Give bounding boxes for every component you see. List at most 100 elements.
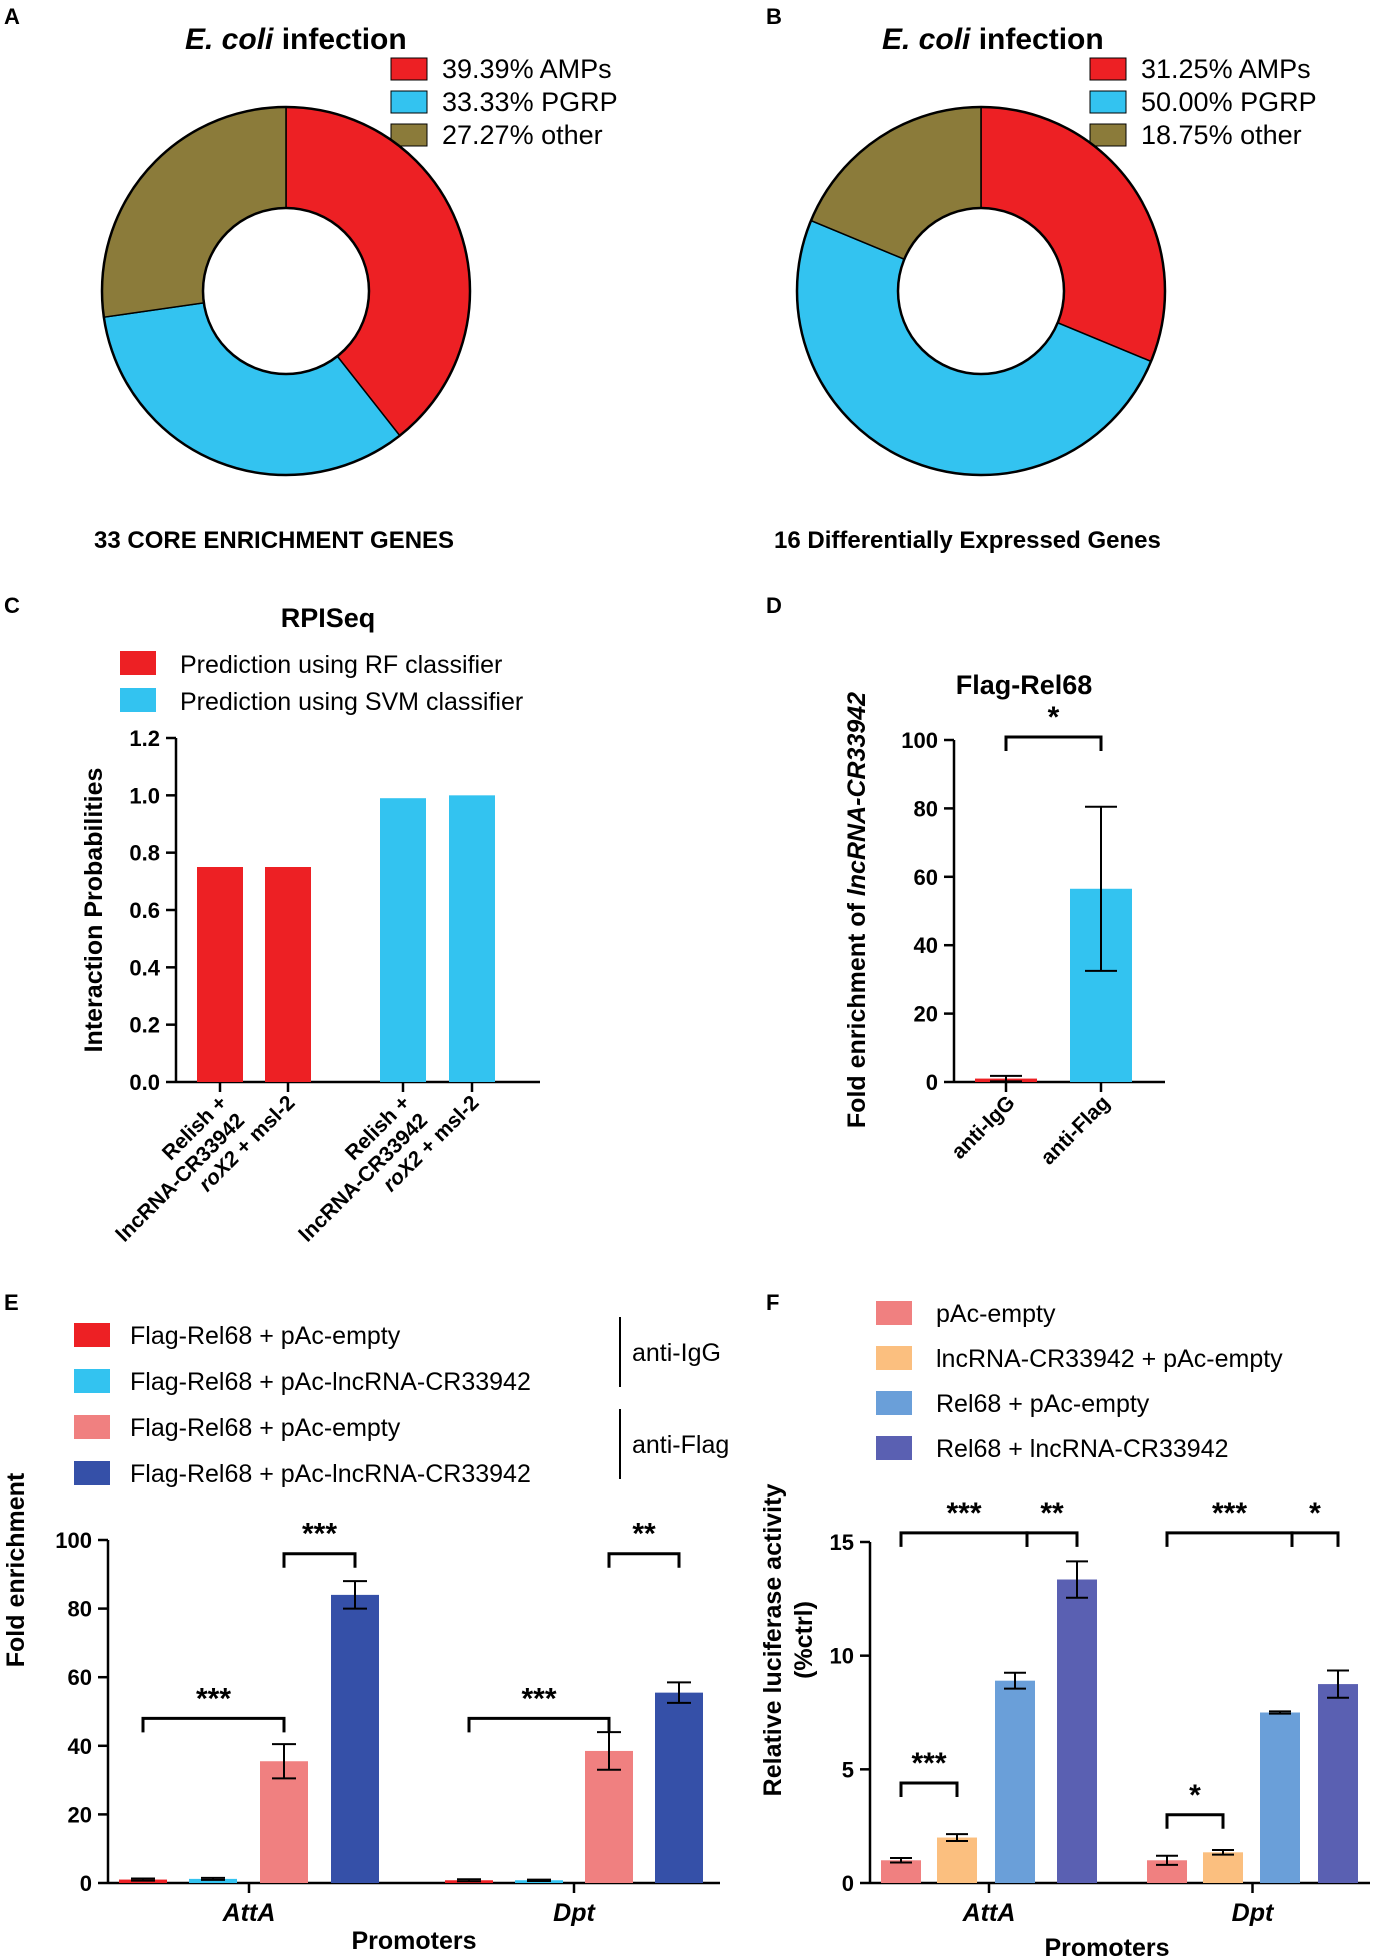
panel-a-caption: 33 CORE ENRICHMENT GENES	[94, 527, 454, 554]
x-tick-label: anti-IgG	[947, 1091, 1019, 1163]
significance-label: *	[1189, 1779, 1201, 1812]
bar	[1203, 1852, 1243, 1883]
bar	[380, 798, 426, 1082]
significance-bracket	[1290, 1531, 1340, 1547]
panel-e-ylabel: Fold enrichment	[2, 1472, 30, 1667]
legend-swatch	[74, 1369, 110, 1393]
bar	[265, 867, 311, 1082]
y-tick-label: 20	[68, 1802, 92, 1827]
legend-label: Flag-Rel68 + pAc-lncRNA-CR33942	[130, 1460, 531, 1488]
bar	[449, 795, 495, 1082]
y-tick-label: 40	[68, 1734, 92, 1759]
legend-swatch	[876, 1436, 912, 1460]
y-tick-label: 80	[68, 1597, 92, 1622]
y-tick-label: 0.0	[129, 1070, 160, 1095]
bar	[1147, 1860, 1187, 1883]
panel-d-ylabel: Fold enrichment of lncRNA-CR33942	[843, 692, 871, 1128]
significance-label: ***	[946, 1497, 981, 1530]
panel-a-donut	[100, 105, 472, 477]
significance-bracket	[899, 1531, 1029, 1547]
legend-label-pgrp: 50.00% PGRP	[1141, 87, 1317, 117]
bar	[655, 1692, 703, 1883]
y-tick-label: 100	[901, 728, 938, 753]
panel-c-bars	[197, 795, 495, 1082]
legend-swatch-other	[1089, 123, 1127, 147]
panel-f-bars	[881, 1560, 1358, 1883]
legend-swatch-pgrp	[390, 90, 428, 114]
x-category-label: AttA	[962, 1899, 1016, 1927]
y-tick-label: 80	[914, 796, 938, 821]
panel-letter-B: B	[766, 4, 782, 29]
legend-label: Rel68 + pAc-empty	[936, 1390, 1150, 1418]
significance-bracket	[141, 1716, 286, 1733]
significance-label: ***	[911, 1747, 946, 1780]
panel-f-xlabel: Promoters	[1044, 1934, 1169, 1959]
significance-label: ***	[1212, 1497, 1247, 1530]
panel-e-bars	[119, 1580, 703, 1883]
panel-d-bars: *	[975, 701, 1132, 1083]
panel-letter-D: D	[766, 593, 782, 618]
x-tick-label: anti-Flag	[1036, 1091, 1114, 1169]
significance-label: ***	[302, 1518, 337, 1551]
significance-label: *	[1309, 1497, 1321, 1530]
bar	[197, 867, 243, 1082]
significance-bracket	[607, 1552, 681, 1568]
y-tick-label: 15	[830, 1530, 854, 1555]
y-tick-label: 0.4	[129, 955, 160, 980]
legend-swatch	[876, 1391, 912, 1415]
bar	[585, 1750, 633, 1883]
panel-f-ylabel-line1: Relative luciferase activity	[759, 1484, 787, 1797]
legend-label: lncRNA-CR33942 + pAc-empty	[936, 1345, 1283, 1373]
y-tick-label: 40	[914, 933, 938, 958]
legend-label: Prediction using SVM classifier	[180, 688, 523, 716]
panel-f-ylabel-line2: (%ctrl)	[790, 1601, 818, 1679]
x-category-label: Dpt	[553, 1899, 596, 1927]
legend-label: Prediction using RF classifier	[180, 651, 502, 679]
panel-d-title: Flag-Rel68	[956, 670, 1093, 700]
y-tick-label: 0	[842, 1871, 854, 1896]
significance-bracket	[899, 1781, 959, 1797]
panel-a-title: E. coli infection	[185, 23, 407, 56]
legend-label: Rel68 + lncRNA-CR33942	[936, 1435, 1229, 1463]
legend-swatch	[74, 1461, 110, 1485]
panel-b-caption: 16 Differentially Expressed Genes	[774, 527, 1161, 554]
legend-label-other: 18.75% other	[1141, 120, 1302, 150]
panel-d: Flag-Rel68 0 20 40 60 80 100 * anti-IgG anti-F…	[843, 670, 1165, 1169]
legend-group-label: anti-IgG	[632, 1339, 721, 1367]
panel-letter-C: C	[4, 593, 20, 618]
y-tick-label: 10	[830, 1644, 854, 1669]
legend-swatch	[120, 651, 156, 675]
donut-hole	[896, 206, 1066, 376]
panel-e-legend: Flag-Rel68 + pAc-empty Flag-Rel68 + pAc-l…	[74, 1317, 729, 1488]
significance-label: **	[1040, 1497, 1064, 1530]
y-tick-label: 0.6	[129, 898, 160, 923]
bar	[937, 1837, 977, 1883]
legend-swatch-amps	[390, 57, 428, 81]
legend-swatch	[74, 1323, 110, 1347]
y-tick-label: 60	[68, 1665, 92, 1690]
y-tick-label: 60	[914, 865, 938, 890]
legend-label: pAc-empty	[936, 1300, 1056, 1328]
panel-b-title: E. coli infection	[882, 23, 1104, 56]
y-tick-label: 1.0	[129, 783, 160, 808]
panel-c-legend: Prediction using RF classifier Prediction…	[120, 651, 523, 716]
significance-bracket	[1004, 735, 1103, 751]
significance-label: *	[1048, 701, 1060, 734]
panel-c-axes: 0.0 0.2 0.4 0.6 0.8 1.0 1.2	[129, 726, 540, 1095]
panel-f-brackets: ****** ****** *	[899, 1497, 1340, 1829]
significance-bracket	[282, 1552, 357, 1568]
legend-swatch	[120, 688, 156, 712]
y-tick-label: 0.2	[129, 1013, 160, 1038]
panel-letter-E: E	[4, 1290, 19, 1315]
legend-swatch	[876, 1346, 912, 1370]
significance-bracket	[1165, 1813, 1225, 1829]
panel-c-ylabel: Interaction Probabilities	[80, 768, 108, 1053]
legend-label-pgrp: 33.33% PGRP	[442, 87, 618, 117]
legend-swatch-other	[390, 123, 428, 147]
bar	[331, 1594, 379, 1883]
legend-swatch-pgrp	[1089, 90, 1127, 114]
bar	[881, 1860, 921, 1883]
